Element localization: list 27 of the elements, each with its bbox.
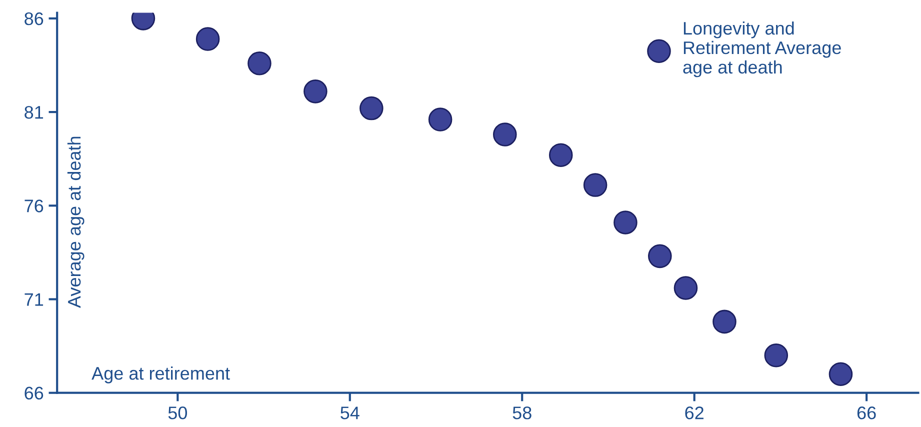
point xyxy=(360,96,384,120)
y-tick-label: 71 xyxy=(24,293,44,306)
point xyxy=(648,244,672,268)
point xyxy=(674,276,698,300)
x-tick-label: 54 xyxy=(340,406,360,420)
y-tick-label: 86 xyxy=(24,12,44,26)
point xyxy=(304,80,328,104)
point xyxy=(493,122,517,146)
point xyxy=(828,362,853,386)
x-tick-label: 66 xyxy=(857,406,876,420)
y-tick-label: 81 xyxy=(24,106,44,119)
y-tick-label: 66 xyxy=(24,386,44,400)
x-tick-label: 50 xyxy=(168,406,187,420)
point xyxy=(764,344,788,368)
point xyxy=(428,108,452,132)
point xyxy=(248,51,272,76)
point xyxy=(712,310,736,334)
x-tick-label: 62 xyxy=(685,406,704,420)
legend-label: Longevity and Retirement Average age at death xyxy=(683,21,841,78)
x-axis-title: Age at retirement xyxy=(92,366,230,384)
x-tick-label: 58 xyxy=(512,406,532,420)
y-tick-label: 76 xyxy=(24,200,44,212)
point xyxy=(196,27,220,51)
point xyxy=(548,143,573,167)
point xyxy=(614,210,638,234)
y-axis-title: Average age at death xyxy=(67,136,84,308)
point xyxy=(583,173,608,197)
